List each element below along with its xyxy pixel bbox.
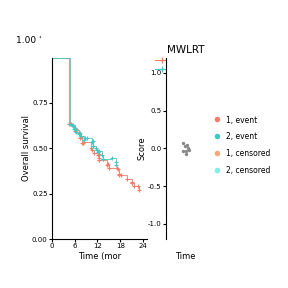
Legend: arr, arr: arr, arr — [156, 57, 183, 73]
X-axis label: Time (mor: Time (mor — [78, 252, 121, 261]
X-axis label: Time: Time — [175, 251, 196, 261]
Point — [184, 151, 188, 156]
Point — [183, 149, 188, 153]
Title: MWLRT: MWLRT — [167, 46, 204, 55]
Point — [185, 142, 190, 147]
Point — [183, 144, 188, 148]
Point — [185, 146, 190, 151]
Y-axis label: Overall survival: Overall survival — [22, 115, 31, 181]
Point — [181, 149, 185, 154]
Point — [187, 147, 191, 152]
Point — [181, 141, 185, 146]
Y-axis label: Score: Score — [137, 137, 146, 160]
Text: 1.00 ': 1.00 ' — [16, 36, 41, 45]
Legend: 1, event, 2, event, 1, censored, 2, censored: 1, event, 2, event, 1, censored, 2, cens… — [214, 115, 271, 176]
